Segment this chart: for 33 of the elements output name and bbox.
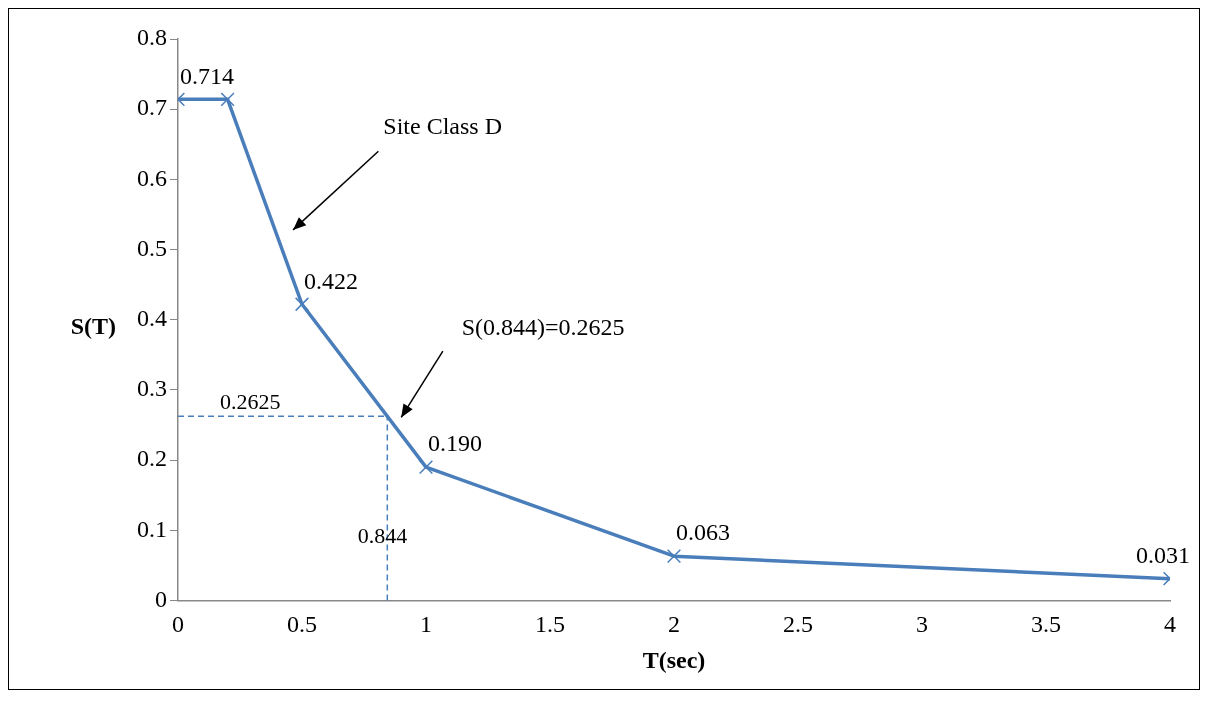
annotation: S(0.844)=0.2625 — [461, 314, 625, 341]
x-tick-label: 0.5 — [287, 611, 317, 638]
x-tick-label: 2 — [668, 611, 680, 638]
ref-line-label: 0.844 — [357, 523, 408, 549]
data-label: 0.190 — [428, 430, 482, 457]
y-tick-label: 0.1 — [137, 515, 167, 542]
y-tick-label: 0.8 — [137, 24, 167, 51]
x-tick-label: 0 — [172, 611, 184, 638]
y-tick-label: 0.5 — [137, 234, 167, 261]
point — [666, 549, 682, 564]
y-axis-title: S(T) — [70, 312, 116, 339]
y-tick-label: 0.4 — [137, 305, 167, 331]
data-label: 0.422 — [304, 267, 358, 294]
ref-line-label: 0.2625 — [220, 388, 281, 414]
y-tick-label: 0.7 — [137, 94, 167, 121]
x-tick-label: 3.5 — [1031, 611, 1061, 638]
data-label: 0.063 — [676, 519, 730, 546]
y-tick-label: 0.3 — [137, 375, 167, 402]
x-tick-label: 1.5 — [535, 611, 565, 638]
x-tick-label: 3 — [916, 611, 928, 638]
x-tick-label: 4 — [1164, 611, 1176, 638]
point — [294, 297, 310, 312]
data-label: 0.031 — [1136, 541, 1190, 568]
y-tick-label: 0 — [155, 585, 167, 612]
x-tick-label: 1 — [420, 611, 432, 638]
x-tick-label: 2.5 — [783, 611, 813, 638]
annotation: Site Class D — [383, 113, 503, 140]
point — [418, 459, 434, 475]
x-axis-title: T(sec) — [642, 646, 706, 673]
y-tick-label: 0.6 — [137, 164, 167, 191]
y-tick-label: 0.2 — [137, 445, 167, 472]
point — [220, 92, 235, 107]
data-label: 0.714 — [180, 62, 234, 89]
